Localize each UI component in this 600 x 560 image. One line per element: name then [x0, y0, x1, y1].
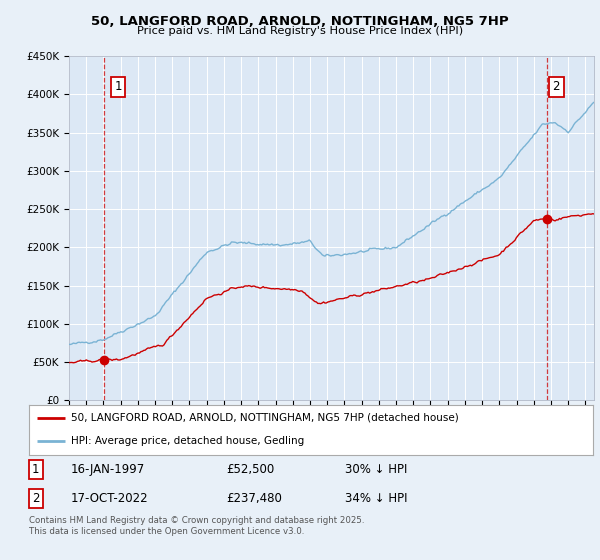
Text: 50, LANGFORD ROAD, ARNOLD, NOTTINGHAM, NG5 7HP (detached house): 50, LANGFORD ROAD, ARNOLD, NOTTINGHAM, N… [71, 413, 459, 423]
Text: 2: 2 [32, 492, 40, 505]
Text: 1: 1 [115, 80, 122, 93]
Text: 34% ↓ HPI: 34% ↓ HPI [344, 492, 407, 505]
Text: HPI: Average price, detached house, Gedling: HPI: Average price, detached house, Gedl… [71, 436, 304, 446]
Text: 50, LANGFORD ROAD, ARNOLD, NOTTINGHAM, NG5 7HP: 50, LANGFORD ROAD, ARNOLD, NOTTINGHAM, N… [91, 15, 509, 27]
Text: 16-JAN-1997: 16-JAN-1997 [71, 463, 145, 476]
Text: 17-OCT-2022: 17-OCT-2022 [71, 492, 149, 505]
Text: Price paid vs. HM Land Registry's House Price Index (HPI): Price paid vs. HM Land Registry's House … [137, 26, 463, 36]
Text: Contains HM Land Registry data © Crown copyright and database right 2025.
This d: Contains HM Land Registry data © Crown c… [29, 516, 364, 536]
Text: £52,500: £52,500 [226, 463, 274, 476]
Text: 30% ↓ HPI: 30% ↓ HPI [344, 463, 407, 476]
Text: £237,480: £237,480 [226, 492, 282, 505]
Text: 2: 2 [553, 80, 560, 93]
Text: 1: 1 [32, 463, 40, 476]
